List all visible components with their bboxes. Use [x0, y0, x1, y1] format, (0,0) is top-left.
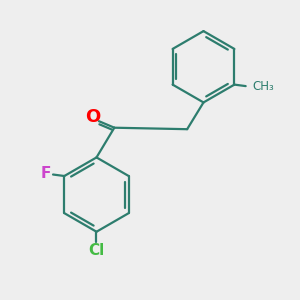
Text: Cl: Cl: [88, 243, 105, 258]
Text: F: F: [41, 166, 51, 181]
Text: O: O: [85, 108, 100, 126]
Text: CH₃: CH₃: [253, 80, 274, 93]
